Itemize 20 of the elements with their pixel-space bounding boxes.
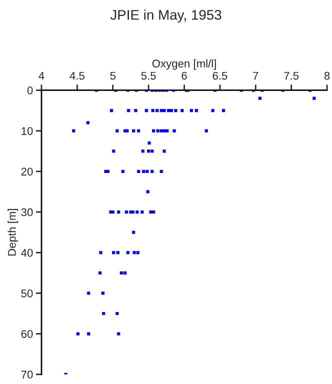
y-tick-label: 70: [21, 370, 33, 379]
x-axis-title: Oxygen [ml/l]: [152, 59, 216, 70]
x-tick-label: 6.5: [212, 72, 228, 80]
y-tick-label: 40: [21, 248, 33, 257]
y-tick-label: 60: [21, 330, 33, 338]
y-tick-label: 10: [22, 127, 33, 135]
y-tick-label: 50: [21, 289, 33, 298]
y-axis-title: Depth [m]: [8, 209, 18, 256]
x-tick-label: 8: [324, 72, 330, 80]
x-tick-label: 5: [110, 72, 116, 80]
x-tick-label: 7.5: [284, 72, 299, 80]
y-tick-label: 30: [21, 208, 33, 216]
x-tick-label: 7: [253, 72, 258, 80]
x-tick-label: 4.5: [70, 72, 84, 80]
y-tick-label: 20: [21, 168, 33, 176]
chart-title: JPIE in May, 1953: [110, 10, 222, 23]
x-tick-label: 6: [182, 72, 187, 80]
y-tick-label: 0: [27, 86, 33, 94]
x-tick-label: 5.5: [141, 72, 156, 80]
x-tick-label: 4: [38, 72, 44, 80]
